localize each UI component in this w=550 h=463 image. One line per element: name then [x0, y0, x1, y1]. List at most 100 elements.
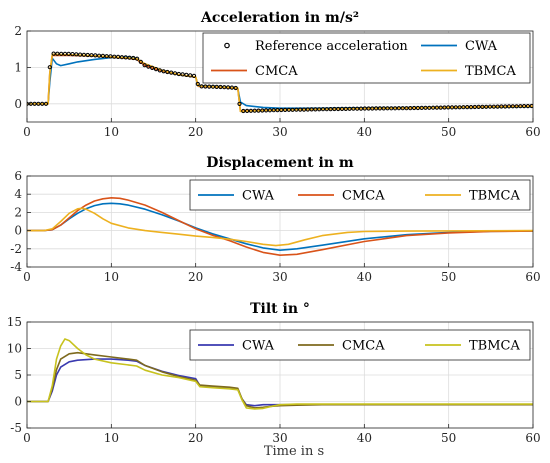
data-point [404, 106, 409, 111]
data-point [169, 70, 174, 75]
x-tick-label: 10 [104, 270, 119, 284]
data-point [165, 69, 170, 75]
data-point [85, 52, 90, 58]
data-point [320, 107, 326, 112]
data-point [328, 107, 333, 112]
data-point [89, 53, 94, 58]
data-point [453, 105, 458, 110]
data-point [70, 52, 75, 57]
data-point [55, 51, 60, 56]
data-point [457, 105, 462, 110]
data-point [518, 104, 523, 109]
data-point [336, 106, 341, 112]
data-point [487, 104, 493, 109]
data-point [233, 85, 238, 91]
data-point [40, 101, 45, 106]
series-group [27, 51, 533, 114]
data-point [203, 84, 208, 89]
data-point [199, 84, 204, 89]
data-point [32, 101, 37, 106]
data-point [131, 55, 136, 61]
data-point [298, 107, 303, 112]
data-point [153, 67, 159, 72]
data-point [214, 84, 219, 90]
data-point [283, 107, 288, 113]
data-point [389, 106, 394, 111]
x-tick-label: 50 [441, 125, 456, 139]
data-point [100, 53, 106, 59]
data-point [294, 107, 299, 112]
data-point [119, 55, 125, 60]
data-point [313, 107, 318, 112]
data-point [374, 106, 379, 111]
plot-title: Tilt in ° [250, 301, 310, 317]
data-point [59, 51, 64, 56]
data-point [150, 65, 155, 71]
data-point [438, 105, 443, 110]
x-tick-label: 20 [188, 125, 203, 139]
x-tick-label: 50 [441, 431, 456, 445]
data-point [279, 107, 284, 113]
data-point [423, 105, 428, 110]
data-point [256, 108, 261, 113]
data-point [43, 101, 49, 106]
y-tick-label: 0 [14, 395, 22, 409]
data-point [226, 85, 231, 90]
x-tick-label: 60 [525, 125, 540, 139]
data-point [381, 106, 386, 111]
legend-label: TBMCA [465, 64, 516, 79]
data-point [461, 105, 466, 110]
y-tick-label: 2 [14, 205, 22, 219]
series-line-cwa [27, 202, 533, 251]
x-tick-label: 10 [104, 125, 119, 139]
legend: CWA CMCA TBMCA [189, 329, 531, 361]
x-tick-label: 60 [525, 431, 540, 445]
data-point [286, 107, 291, 112]
x-tick-label: 50 [441, 270, 456, 284]
data-point [241, 108, 246, 114]
y-tick-label: 10 [7, 342, 22, 356]
data-point [195, 81, 200, 87]
data-point [301, 107, 307, 112]
legend-label: CMCA [342, 189, 385, 204]
data-point [484, 104, 489, 109]
data-point [157, 68, 162, 73]
y-tick-label: 5 [14, 368, 22, 382]
data-point [267, 108, 272, 113]
data-point [180, 72, 185, 77]
data-point [525, 104, 531, 109]
data-point [427, 105, 432, 110]
data-point [510, 104, 515, 109]
data-point [522, 104, 527, 109]
data-point [434, 105, 439, 110]
x-tick-label: 40 [357, 125, 372, 139]
data-point [431, 105, 436, 110]
data-point [324, 107, 329, 112]
data-point [468, 105, 474, 110]
data-point [355, 106, 360, 111]
plot-title: Acceleration in m/s² [200, 10, 359, 26]
x-tick-label: 0 [23, 125, 31, 139]
data-point [116, 54, 121, 60]
data-point [172, 71, 178, 76]
data-point [351, 106, 356, 111]
y-tick-label: 15 [7, 315, 22, 329]
y-tick-label: -4 [10, 260, 22, 274]
legend-label: CMCA [342, 339, 385, 354]
legend-box [202, 32, 531, 84]
x-tick-label: 0 [23, 431, 31, 445]
data-point [449, 105, 455, 110]
x-tick-label: 20 [188, 431, 203, 445]
x-tick-label: 30 [272, 125, 287, 139]
data-point [412, 105, 417, 111]
data-point [271, 108, 276, 113]
data-point [188, 73, 193, 78]
data-point [36, 101, 41, 106]
data-point [343, 106, 348, 112]
data-point [93, 53, 98, 58]
data-point [104, 54, 109, 59]
data-point [191, 73, 197, 79]
